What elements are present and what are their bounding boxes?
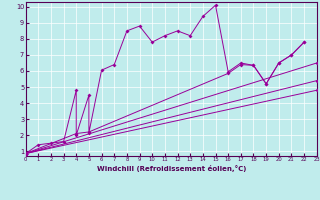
X-axis label: Windchill (Refroidissement éolien,°C): Windchill (Refroidissement éolien,°C): [97, 165, 246, 172]
